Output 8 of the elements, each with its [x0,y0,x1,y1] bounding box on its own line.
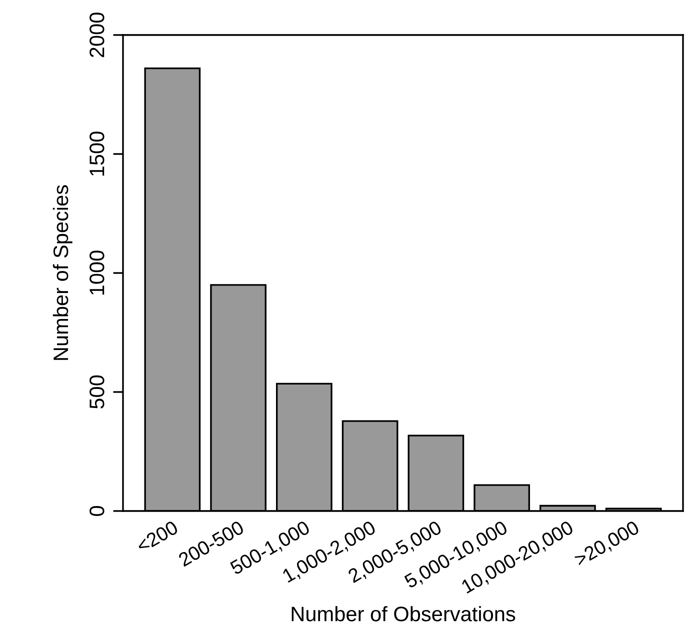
y-tick-label: 1500 [90,132,104,176]
x-axis-title: Number of Observations [292,606,516,622]
x-tick-label: <200 [136,520,179,554]
y-tick-label: 500 [90,375,104,409]
y-tick-label: 1000 [90,250,104,295]
y-tick-label: 0 [90,506,104,516]
y-axis-title: Number of Species [52,185,72,360]
y-tick-label: 2000 [90,12,104,58]
